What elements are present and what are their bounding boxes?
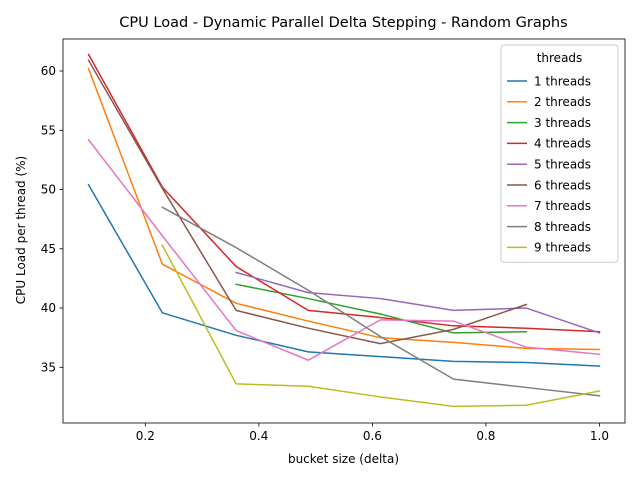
y-tick-label: 50 — [41, 183, 56, 197]
legend-box — [500, 44, 619, 263]
series-line-1 — [87, 183, 601, 367]
legend-entry-label: 8 threads — [534, 220, 591, 234]
x-tick-label: 0.6 — [363, 429, 382, 443]
x-axis: 0.2 0.4 0.6 0.8 1.0 — [136, 423, 609, 443]
series-line-8 — [161, 206, 601, 397]
legend-entry-label: 1 threads — [534, 74, 591, 88]
x-tick-label: 1.0 — [590, 429, 609, 443]
chart-title: CPU Load - Dynamic Parallel Delta Steppi… — [119, 15, 567, 31]
y-axis-label: CPU Load per thread (%) — [14, 156, 28, 304]
series-line-7 — [87, 138, 601, 361]
series-line-9 — [161, 244, 601, 408]
y-tick-label: 35 — [41, 360, 56, 374]
y-tick-label: 45 — [41, 242, 56, 256]
series-line-3 — [235, 283, 527, 334]
plot-lines — [87, 53, 601, 408]
series-line-5 — [235, 271, 601, 334]
legend-entry-label: 2 threads — [534, 95, 591, 109]
legend-entry-label: 6 threads — [534, 178, 591, 192]
series-line-6 — [87, 59, 528, 345]
x-tick-label: 0.2 — [136, 429, 155, 443]
legend-entry-label: 7 threads — [534, 199, 591, 213]
y-tick-label: 40 — [41, 301, 56, 315]
plot-frame — [62, 38, 626, 424]
legend-entry-label: 5 threads — [534, 158, 591, 172]
legend-entry-label: 4 threads — [534, 137, 591, 151]
legend-title: threads — [537, 51, 583, 65]
y-tick-label: 55 — [41, 123, 56, 137]
x-tick-label: 0.4 — [249, 429, 268, 443]
x-tick-label: 0.8 — [476, 429, 495, 443]
legend-entry-label: 3 threads — [534, 116, 591, 130]
y-axis: 35 40 45 50 55 60 — [41, 64, 63, 374]
legend-entry-label: 9 threads — [534, 241, 591, 255]
legend: threads 1 threads 2 threads 3 threads 4 thr… — [500, 44, 619, 263]
series-line-2 — [87, 67, 601, 351]
y-tick-label: 60 — [41, 64, 56, 78]
x-axis-label: bucket size (delta) — [288, 452, 399, 466]
